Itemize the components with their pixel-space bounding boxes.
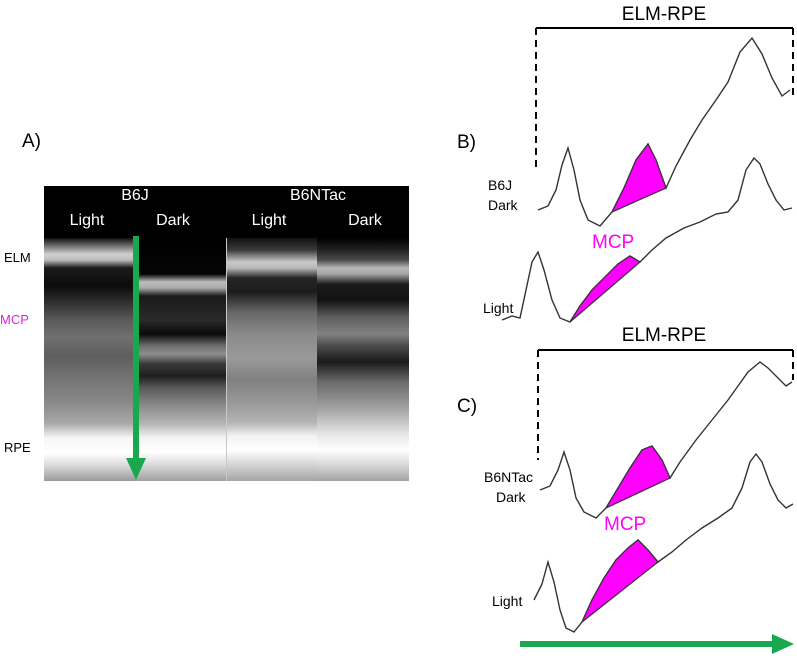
- header-b6j: B6J: [121, 187, 149, 204]
- panel-b-bracket-label: ELM-RPE: [622, 4, 706, 25]
- panel-c-bracket: [537, 349, 794, 460]
- oct-column-b6j-dark: [135, 238, 227, 481]
- rpe-label: RPE: [4, 440, 31, 455]
- column-b6j-dark: Dark: [156, 212, 190, 229]
- panel-c-dark-profile: [539, 361, 793, 519]
- position-arrow: [520, 634, 794, 654]
- oct-column-b6j-light: [44, 238, 135, 481]
- depth-arrow-shaft: [133, 236, 139, 462]
- column-divider: [226, 238, 227, 481]
- column-b6ntac-light: Light: [251, 212, 287, 229]
- panel-c-strain-label: B6NTac: [484, 469, 533, 485]
- panel-c-light-label: Light: [492, 593, 522, 609]
- oct-image-panel: B6J B6NTac Light Dark Light Dark: [44, 186, 409, 481]
- panel-b-bracket: [535, 27, 794, 170]
- oct-column-b6ntac-dark: [317, 238, 409, 481]
- panel-b-strain-label: B6J: [488, 177, 512, 193]
- position-arrow-shaft: [520, 641, 776, 647]
- depth-arrow-head: [126, 458, 146, 480]
- panel-b-dark-label: Dark: [488, 197, 519, 213]
- panel-c-bracket-label: ELM-RPE: [622, 325, 706, 346]
- panel-a-letter: A): [22, 131, 41, 152]
- panel-b-dark-profile: [537, 36, 791, 227]
- depth-arrow: [126, 236, 146, 480]
- mcp-label: MCP: [0, 312, 29, 327]
- elm-label: ELM: [4, 250, 31, 265]
- panel-b-dark-mcp-area: [610, 142, 667, 214]
- profile-figure: ELM-RPE B) B6J Dark MCP Light ELM-RPE C)…: [457, 4, 794, 654]
- panel-b-light-mcp-area: [569, 255, 642, 323]
- panel-b-mcp-label: MCP: [592, 232, 634, 253]
- panel-c-dark-label: Dark: [496, 489, 527, 505]
- panel-b-light-label: Light: [483, 300, 513, 316]
- header-b6ntac: B6NTac: [289, 187, 347, 204]
- panel-c-mcp-label: MCP: [604, 514, 646, 535]
- panel-c-light-mcp-area: [581, 539, 659, 623]
- position-arrow-head: [772, 634, 794, 654]
- panel-c-dark-mcp-area: [604, 445, 671, 510]
- panel-c-letter: C): [457, 396, 477, 417]
- panel-b-letter: B): [457, 132, 476, 153]
- oct-column-b6ntac-light: [227, 238, 317, 481]
- column-b6j-light: Light: [69, 212, 105, 229]
- column-b6ntac-dark: Dark: [348, 212, 382, 229]
